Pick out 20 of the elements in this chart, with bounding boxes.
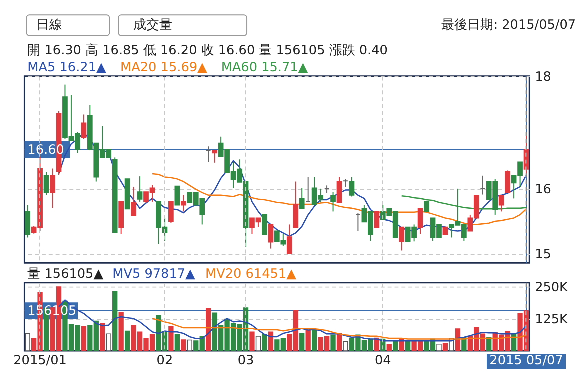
text: MA60 15.71▲	[221, 60, 308, 76]
text: 日線	[36, 18, 63, 33]
text: MV20 61451▲	[206, 266, 297, 282]
series-label: 量 156105▲	[28, 266, 104, 282]
y-tick-label: 15	[535, 247, 552, 262]
y-tick-label: 250K	[535, 280, 569, 296]
y-tick-label: 16	[535, 182, 552, 198]
y-tick-label: 125K	[535, 312, 569, 328]
text: 成交量	[133, 16, 172, 33]
x-tick-label: 03	[238, 353, 254, 368]
text: MV5 97817▲	[112, 266, 196, 282]
x-tick-label: 2015 05/07	[490, 353, 564, 368]
text: 最後日期: 2015/05/07	[442, 18, 576, 33]
y-tick-label: 18	[535, 70, 552, 85]
text: MA5 16.21▲	[28, 60, 106, 76]
text: 開 16.30 高 16.85 低 16.20 收 16.60 量 156105 漲跌 0.40	[28, 42, 388, 59]
text: MA20 15.69▲	[120, 60, 208, 76]
x-tick-label: 04	[374, 353, 392, 368]
x-tick-label: 02	[156, 353, 174, 368]
x-tick-label: 2015/01	[14, 353, 67, 368]
